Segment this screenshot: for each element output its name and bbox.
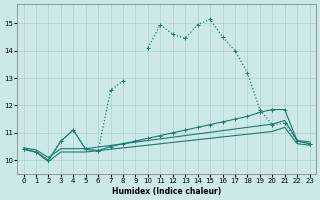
X-axis label: Humidex (Indice chaleur): Humidex (Indice chaleur)	[112, 187, 221, 196]
